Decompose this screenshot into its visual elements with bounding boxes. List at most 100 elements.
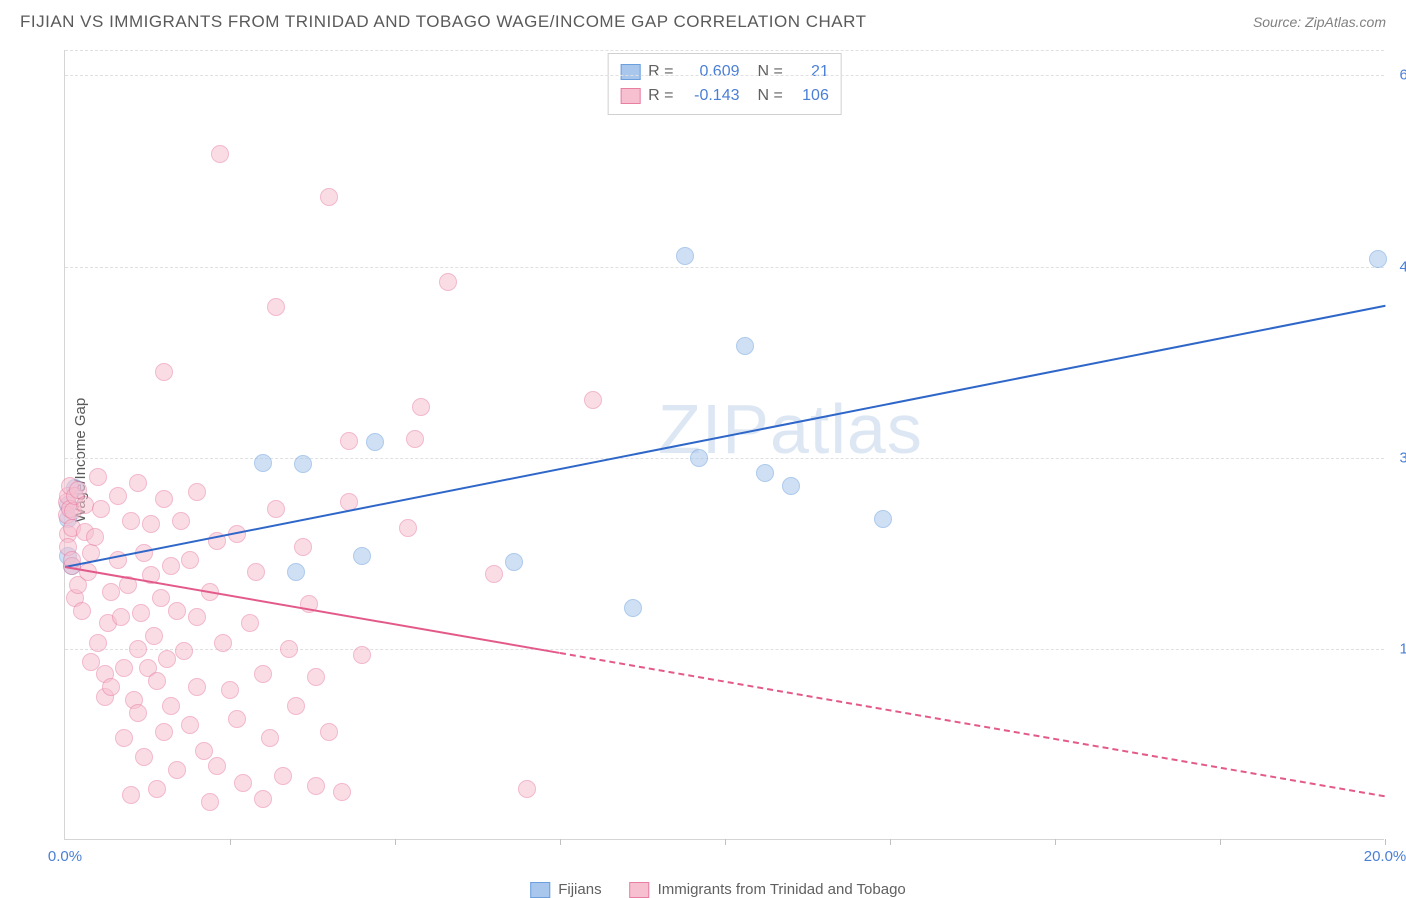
data-point — [399, 519, 417, 537]
data-point — [145, 627, 163, 645]
data-point — [254, 790, 272, 808]
data-point — [736, 337, 754, 355]
data-point — [254, 454, 272, 472]
data-point — [142, 515, 160, 533]
x-tick — [890, 839, 891, 845]
data-point — [254, 665, 272, 683]
data-point — [129, 474, 147, 492]
x-tick — [560, 839, 561, 845]
data-point — [181, 551, 199, 569]
data-point — [115, 659, 133, 677]
data-point — [505, 553, 523, 571]
gridline — [65, 50, 1384, 51]
data-point — [241, 614, 259, 632]
data-point — [221, 681, 239, 699]
plot-area: ZIPatlas R =0.609N =21R =-0.143N =106 15… — [64, 50, 1384, 840]
data-point — [188, 483, 206, 501]
data-point — [782, 477, 800, 495]
legend-swatch — [530, 882, 550, 898]
data-point — [584, 391, 602, 409]
data-point — [115, 729, 133, 747]
data-point — [135, 748, 153, 766]
data-point — [148, 672, 166, 690]
data-point — [214, 634, 232, 652]
trend-line — [65, 305, 1385, 568]
r-label: R = — [648, 60, 673, 84]
n-value: 106 — [791, 84, 829, 108]
correlation-row: R =-0.143N =106 — [620, 84, 829, 108]
data-point — [122, 512, 140, 530]
data-point — [406, 430, 424, 448]
n-label: N = — [758, 60, 783, 84]
data-point — [152, 589, 170, 607]
data-point — [89, 468, 107, 486]
chart-title: FIJIAN VS IMMIGRANTS FROM TRINIDAD AND T… — [20, 12, 866, 32]
data-point — [624, 599, 642, 617]
x-tick — [230, 839, 231, 845]
data-point — [102, 678, 120, 696]
data-point — [690, 449, 708, 467]
data-point — [168, 602, 186, 620]
data-point — [287, 563, 305, 581]
data-point — [162, 557, 180, 575]
data-point — [89, 634, 107, 652]
data-point — [353, 646, 371, 664]
data-point — [129, 640, 147, 658]
data-point — [188, 678, 206, 696]
data-point — [320, 188, 338, 206]
legend-swatch — [630, 882, 650, 898]
data-point — [188, 608, 206, 626]
data-point — [274, 767, 292, 785]
x-tick — [1385, 839, 1386, 845]
gridline — [65, 649, 1384, 650]
data-point — [112, 608, 130, 626]
n-label: N = — [758, 84, 783, 108]
data-point — [261, 729, 279, 747]
n-value: 21 — [791, 60, 829, 84]
data-point — [109, 487, 127, 505]
x-tick-label: 0.0% — [48, 848, 82, 865]
correlation-row: R = 0.609 N = 21 — [620, 60, 829, 84]
x-tick — [725, 839, 726, 845]
x-tick — [1055, 839, 1056, 845]
data-point — [287, 697, 305, 715]
data-point — [412, 398, 430, 416]
data-point — [132, 604, 150, 622]
gridline — [65, 267, 1384, 268]
legend-swatch — [620, 64, 640, 80]
data-point — [86, 528, 104, 546]
data-point — [247, 563, 265, 581]
data-point — [76, 496, 94, 514]
data-point — [155, 490, 173, 508]
x-tick-label: 20.0% — [1364, 848, 1406, 865]
data-point — [518, 780, 536, 798]
data-point — [92, 500, 110, 518]
y-tick-label: 60.0% — [1399, 67, 1406, 84]
data-point — [234, 774, 252, 792]
data-point — [102, 583, 120, 601]
data-point — [122, 786, 140, 804]
data-point — [162, 697, 180, 715]
x-tick — [395, 839, 396, 845]
data-point — [267, 298, 285, 316]
r-label: R = — [648, 84, 673, 108]
legend-label: Fijians — [558, 881, 601, 898]
data-point — [155, 363, 173, 381]
data-point — [228, 710, 246, 728]
data-point — [158, 650, 176, 668]
legend-label: Immigrants from Trinidad and Tobago — [658, 881, 906, 898]
r-value: 0.609 — [682, 60, 740, 84]
data-point — [195, 742, 213, 760]
series-legend: Fijians Immigrants from Trinidad and Toba… — [530, 881, 906, 898]
data-point — [211, 145, 229, 163]
legend-item: Immigrants from Trinidad and Tobago — [630, 881, 906, 898]
x-tick — [1220, 839, 1221, 845]
chart-header: FIJIAN VS IMMIGRANTS FROM TRINIDAD AND T… — [0, 0, 1406, 40]
data-point — [307, 777, 325, 795]
correlation-legend: R =0.609N =21R =-0.143N =106 — [607, 53, 842, 115]
legend-swatch — [620, 88, 640, 104]
y-tick-label: 45.0% — [1399, 258, 1406, 275]
data-point — [320, 723, 338, 741]
data-point — [340, 432, 358, 450]
data-point — [208, 757, 226, 775]
